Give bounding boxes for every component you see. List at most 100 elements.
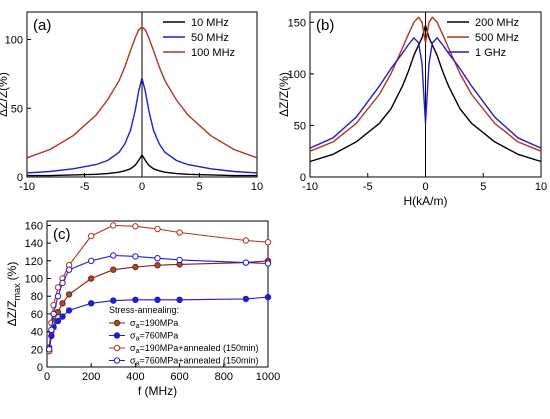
y-axis-title: ΔZ/Z(%) xyxy=(0,72,10,117)
data-point xyxy=(110,222,117,229)
legend-swatch-marker xyxy=(113,319,121,327)
legend-label-symbol: σ xyxy=(130,343,136,353)
series-line-1-ghz xyxy=(309,37,542,149)
series-line-100-mhz xyxy=(26,26,258,159)
y-tick-label: 100 xyxy=(5,35,23,47)
y-tick-label: 100 xyxy=(25,274,43,286)
data-point xyxy=(176,296,183,303)
y-tick-label: 80 xyxy=(31,291,43,303)
legend-label: 10 MHz xyxy=(191,17,229,29)
data-point xyxy=(88,300,95,307)
data-point xyxy=(59,313,66,320)
x-tick-label: 1000 xyxy=(256,371,280,383)
data-point xyxy=(50,310,57,318)
legend-label: σa=190MPa xyxy=(130,318,178,330)
y-tick-label: 20 xyxy=(31,344,43,356)
data-point xyxy=(59,279,66,287)
legend-label-rest: =190MPa xyxy=(139,318,178,328)
data-point xyxy=(154,296,161,303)
legend-label: 100 MHz xyxy=(191,47,235,59)
data-point xyxy=(154,255,161,262)
y-tick-label: 60 xyxy=(31,309,43,321)
legend-label: σa=190MPa+annealed (150min) xyxy=(130,343,259,355)
data-point xyxy=(132,263,139,271)
data-point xyxy=(242,259,250,266)
data-point xyxy=(88,275,95,282)
panel-label: (b) xyxy=(316,17,334,34)
data-point xyxy=(264,293,272,301)
x-tick-label: 0 xyxy=(44,371,50,383)
y-tick-label: 160 xyxy=(25,220,43,232)
y-axis-title-unit: (%) xyxy=(5,262,19,281)
series-line-10-mhz xyxy=(27,154,257,177)
legend-label: σa=760MPa xyxy=(130,331,178,343)
data-point xyxy=(46,346,53,353)
y-axis-title-main: ΔZ/Z xyxy=(5,300,19,326)
series-line-50-mhz xyxy=(26,77,258,174)
y-tick-label: 50 xyxy=(294,120,306,132)
y-tick-label: 150 xyxy=(288,17,306,29)
legend-label: 200 MHz xyxy=(475,17,519,29)
x-tick-label: -5 xyxy=(363,181,373,193)
x-tick-label: 800 xyxy=(215,371,233,383)
series-line-500-mhz xyxy=(309,16,542,152)
data-point xyxy=(154,225,161,233)
data-point xyxy=(65,266,73,273)
data-point xyxy=(54,293,62,300)
legend-label-sub: a xyxy=(136,361,140,368)
legend-label: 50 MHz xyxy=(191,32,229,44)
data-point xyxy=(242,237,250,244)
legend-label-symbol: σ xyxy=(130,318,136,328)
data-point xyxy=(48,319,55,326)
legend-label-rest: =760MPa xyxy=(139,331,178,341)
x-tick-label: -10 xyxy=(19,181,35,193)
y-tick-label: 0 xyxy=(17,172,23,184)
x-tick-label: 400 xyxy=(126,371,144,383)
legend-label: σa=760MPa+annealed (150min) xyxy=(130,356,259,368)
y-axis-title: ΔZ/Zmax (%) xyxy=(5,262,22,327)
data-point xyxy=(65,291,73,298)
data-point xyxy=(132,253,139,260)
legend-title: Stress-annealing: xyxy=(109,305,179,315)
legend-label-rest: =760MPa+annealed (150min) xyxy=(139,356,258,366)
x-tick-label: -10 xyxy=(302,181,318,193)
panel-3: 0 200 400 600 800 1000 0 20 40 60 80 100 120 140 160 f … xyxy=(5,220,280,398)
data-point xyxy=(176,256,183,264)
legend-label: 1 GHz xyxy=(475,47,506,59)
data-point xyxy=(88,232,95,240)
x-tick-label: -5 xyxy=(80,181,90,193)
legend-swatch-marker xyxy=(113,357,121,364)
data-point xyxy=(59,300,66,307)
data-point xyxy=(242,295,250,303)
data-point xyxy=(65,307,73,314)
x-tick-label: 0 xyxy=(422,181,428,193)
data-point xyxy=(132,296,139,303)
legend-label-symbol: σ xyxy=(130,356,136,366)
panel-label: (a) xyxy=(33,17,51,34)
data-point xyxy=(110,266,117,273)
legend-label: 500 MHz xyxy=(475,32,519,44)
y-tick-label: 100 xyxy=(288,69,306,81)
y-tick-label: 120 xyxy=(25,256,43,268)
legend-swatch-marker xyxy=(113,344,121,352)
data-point xyxy=(176,229,183,236)
legend-label-symbol: σ xyxy=(130,331,136,341)
data-point xyxy=(48,326,55,333)
y-axis-title-sub: max xyxy=(12,283,22,301)
panel-label: (c) xyxy=(53,226,71,243)
data-point xyxy=(154,262,161,269)
x-axis-title: f (MHz) xyxy=(138,384,177,398)
x-tick-label: 200 xyxy=(82,371,100,383)
legend-label-sub: a xyxy=(136,348,140,355)
x-tick-label: 600 xyxy=(170,371,188,383)
data-point xyxy=(88,257,95,264)
x-tick-label: 10 xyxy=(251,181,263,193)
legend-swatch-marker xyxy=(113,332,121,339)
x-tick-label: 5 xyxy=(480,181,486,193)
y-axis-title: ΔZ/Z(%) xyxy=(277,72,291,117)
y-tick-label: 0 xyxy=(37,362,43,374)
y-tick-label: 140 xyxy=(25,238,43,250)
x-tick-label: 5 xyxy=(196,181,202,193)
